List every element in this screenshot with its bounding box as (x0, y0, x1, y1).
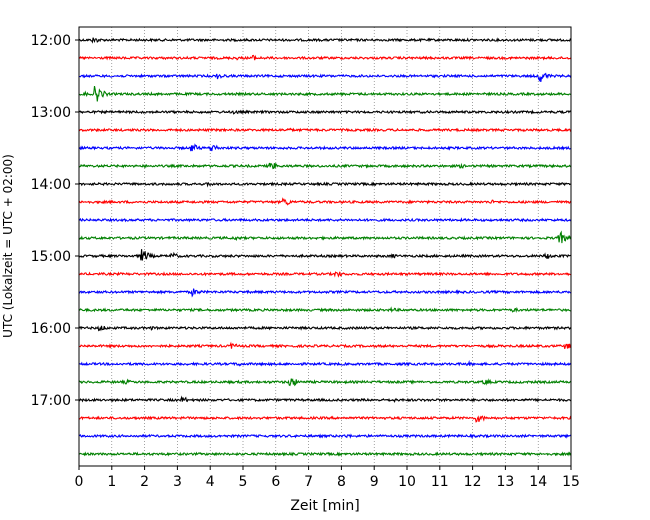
trace-1500 (78, 249, 572, 261)
y-tick-label: 16:00 (31, 321, 71, 337)
y-tick-label: 12:00 (31, 33, 71, 49)
x-tick-label: 8 (337, 474, 346, 490)
trace-1630 (78, 359, 572, 367)
trace-1515 (78, 271, 572, 278)
x-tick-label: 13 (496, 474, 514, 490)
trace-1415 (78, 197, 572, 206)
trace-1215 (78, 54, 572, 61)
y-axis-ticks: 12:00 13:00 14:00 15:00 16:00 17:00 (31, 33, 79, 409)
trace-1345 (78, 162, 571, 170)
trace-1645 (78, 378, 572, 387)
trace-1745 (78, 451, 572, 457)
y-tick-label: 14:00 (31, 177, 71, 193)
trace-1245 (78, 85, 572, 102)
trace-1615 (78, 341, 572, 349)
x-tick-label: 7 (304, 474, 313, 490)
x-tick-label: 3 (173, 474, 182, 490)
x-tick-label: 9 (370, 474, 379, 490)
x-tick-label: 2 (140, 474, 149, 490)
x-tick-label: 6 (271, 474, 280, 490)
trace-1330 (78, 143, 572, 152)
trace-1315 (78, 127, 572, 133)
x-tick-label: 11 (431, 474, 449, 490)
trace-1200 (78, 37, 571, 44)
x-tick-label: 0 (75, 474, 84, 490)
x-tick-label: 1 (107, 474, 116, 490)
trace-1445 (78, 230, 572, 244)
trace-1400 (78, 181, 572, 188)
trace-1545 (78, 306, 572, 314)
trace-1430 (78, 217, 572, 223)
trace-1600 (78, 325, 572, 332)
x-axis-label: Zeit [min] (290, 498, 359, 514)
trace-1730 (78, 433, 572, 439)
y-tick-label: 17:00 (31, 393, 71, 409)
trace-1700 (78, 395, 572, 403)
trace-rows (78, 37, 572, 457)
y-tick-label: 13:00 (31, 105, 71, 121)
trace-1300 (78, 109, 572, 115)
x-tick-label: 5 (239, 474, 248, 490)
grid-lines (111, 27, 539, 466)
trace-1715 (79, 415, 572, 423)
trace-1530 (78, 288, 572, 298)
y-tick-label: 15:00 (31, 249, 71, 265)
x-tick-label: 12 (464, 474, 482, 490)
x-tick-label: 10 (398, 474, 416, 490)
x-tick-label: 4 (206, 474, 215, 490)
x-tick-label: 15 (562, 474, 580, 490)
y-axis-label: UTC (Lokalzeit = UTC + 02:00) (1, 154, 15, 338)
trace-1230 (78, 72, 572, 82)
x-tick-label: 14 (529, 474, 547, 490)
x-axis-ticks: 0 1 2 3 4 5 6 7 8 9 10 11 12 13 14 15 (75, 466, 580, 490)
plot-frame (78, 26, 572, 467)
